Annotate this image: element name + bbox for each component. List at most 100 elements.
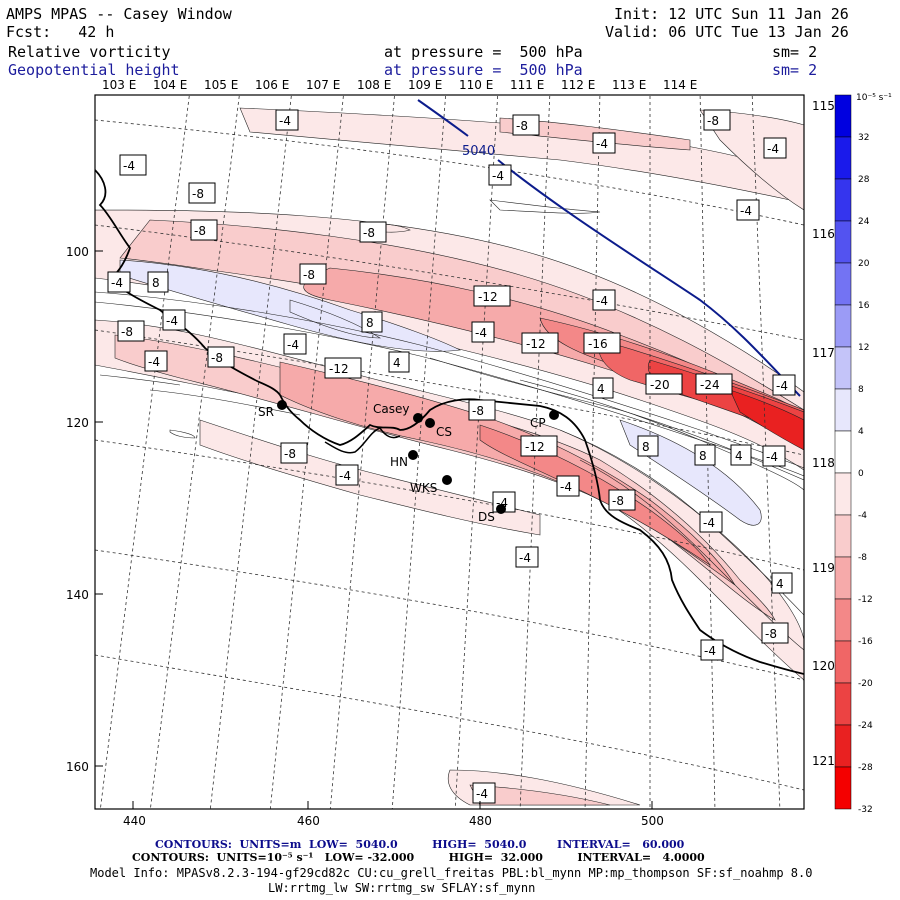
contour-label: -4: [592, 289, 616, 311]
svg-text:-4: -4: [279, 114, 291, 128]
svg-text:-12: -12: [478, 290, 498, 304]
svg-text:-4: -4: [703, 516, 715, 530]
contour-label: -20: [645, 373, 683, 395]
contour-label: -12: [521, 332, 559, 354]
field1-smoothing: sm= 2: [772, 43, 818, 61]
colorbar-swatch: [834, 766, 852, 810]
station-dot-WKS: [442, 475, 452, 485]
svg-text:107 E: 107 E: [306, 78, 340, 92]
svg-text:-8: -8: [612, 494, 624, 508]
contour-label-group: -4 -8 -8 -4 -4 -4 -4 -8 -4 -8 -8 -8 -4 8…: [107, 109, 796, 804]
colorbar-swatch: [834, 94, 852, 138]
station-label-CP: CP: [530, 416, 546, 430]
station-dot-DS: [496, 504, 506, 514]
contour-label: -8: [280, 442, 308, 464]
svg-text:-8: -8: [211, 351, 223, 365]
svg-text:-8: -8: [516, 119, 528, 133]
footer-physics-info: LW:rrtmg_lw SW:rrtmg_sw SFLAY:sf_mynn: [268, 881, 536, 895]
station-label-DS: DS: [478, 510, 495, 524]
pos-vorticity-patch: [289, 299, 382, 339]
svg-text:109 E: 109 E: [408, 78, 442, 92]
colorbar-swatch: [834, 724, 852, 768]
contour-label: -4: [700, 639, 724, 661]
contour-label: -4: [763, 137, 787, 159]
svg-text:-8: -8: [284, 447, 296, 461]
contour-label: -4: [119, 154, 147, 176]
svg-text:-8: -8: [194, 224, 206, 238]
coastline: [95, 169, 804, 675]
contour-label: -4: [144, 350, 168, 372]
svg-text:-8: -8: [472, 404, 484, 418]
contour-label: -4: [762, 445, 786, 467]
station-label-HN: HN: [390, 455, 408, 469]
svg-text:160: 160: [66, 760, 89, 774]
svg-text:-4: -4: [596, 294, 608, 308]
svg-text:140: 140: [66, 588, 89, 602]
colorbar-level-label: 24: [858, 217, 870, 227]
contour-label: -4: [699, 511, 723, 533]
contour-label: -24: [695, 373, 733, 395]
svg-text:114 E: 114 E: [663, 78, 697, 92]
svg-text:108 E: 108 E: [357, 78, 391, 92]
svg-text:-4: -4: [475, 326, 487, 340]
colorbar-level-label: 20: [858, 259, 870, 269]
contour-label: -8: [608, 489, 636, 511]
svg-text:-4: -4: [339, 469, 351, 483]
contour-label: -4: [736, 199, 760, 221]
island-coastline: [324, 427, 401, 454]
svg-text:-8: -8: [765, 627, 777, 641]
field1-name: Relative vorticity: [8, 43, 171, 61]
forecast-hour: Fcst: 42 h: [6, 23, 115, 41]
colorbar-swatch: [834, 682, 852, 726]
svg-text:113 E: 113 E: [612, 78, 646, 92]
svg-text:-12: -12: [526, 337, 546, 351]
colorbar-level-label: 4: [858, 427, 864, 437]
svg-text:500: 500: [641, 814, 664, 828]
svg-text:-4: -4: [287, 338, 299, 352]
contour-label: -4: [107, 271, 131, 293]
field2-level: at pressure = 500 hPa: [384, 61, 583, 79]
svg-text:103 E: 103 E: [102, 78, 136, 92]
colorbar-level-label: 8: [858, 385, 864, 395]
init-time: Init: 12 UTC Sun 11 Jan 26: [614, 5, 849, 23]
svg-text:-24: -24: [700, 378, 720, 392]
svg-text:-4: -4: [519, 551, 531, 565]
svg-text:112 E: 112 E: [561, 78, 595, 92]
svg-text:120: 120: [66, 416, 89, 430]
svg-text:-12: -12: [329, 362, 349, 376]
svg-text:106 E: 106 E: [255, 78, 289, 92]
svg-text:-4: -4: [476, 787, 488, 801]
contour-label: 4: [388, 351, 410, 373]
contour-label: -8: [188, 182, 216, 204]
colorbar-swatch: [834, 598, 852, 642]
svg-text:8: 8: [642, 440, 650, 454]
svg-text:8: 8: [152, 276, 160, 290]
colorbar-units: 10⁻⁵ s⁻¹: [856, 93, 892, 103]
contour-label: -4: [283, 333, 307, 355]
colorbar-swatch: [834, 220, 852, 264]
colorbar-level-label: 28: [858, 175, 870, 185]
contour-label: -4: [488, 164, 512, 186]
svg-text:-8: -8: [363, 226, 375, 240]
contour-label: -8: [190, 219, 218, 241]
map-content: [95, 95, 804, 809]
colorbar-level-label: 16: [858, 301, 870, 311]
contour-label: -8: [299, 263, 327, 285]
svg-text:-4: -4: [704, 644, 716, 658]
colorbar-level-label: -12: [858, 595, 873, 605]
contour-label: -8: [761, 622, 789, 644]
footer-height-contours: CONTOURS: UNITS=m LOW= 5040.0 HIGH= 5040…: [155, 838, 685, 851]
axis-ticks: [95, 250, 653, 809]
svg-text:-4: -4: [148, 355, 160, 369]
contour-label: 4: [592, 377, 614, 399]
contour-label: -4: [556, 475, 580, 497]
svg-text:8: 8: [366, 316, 374, 330]
svg-text:4: 4: [735, 449, 743, 463]
station-label-Casey: Casey: [373, 402, 409, 416]
colorbar-level-label: 0: [858, 469, 864, 479]
contour-label: 8: [694, 444, 716, 466]
top-lon-labels: 103 E 104 E 105 E 106 E 107 E 108 E 109 …: [102, 78, 697, 92]
contour-label: -12: [473, 285, 511, 307]
svg-text:480: 480: [469, 814, 492, 828]
